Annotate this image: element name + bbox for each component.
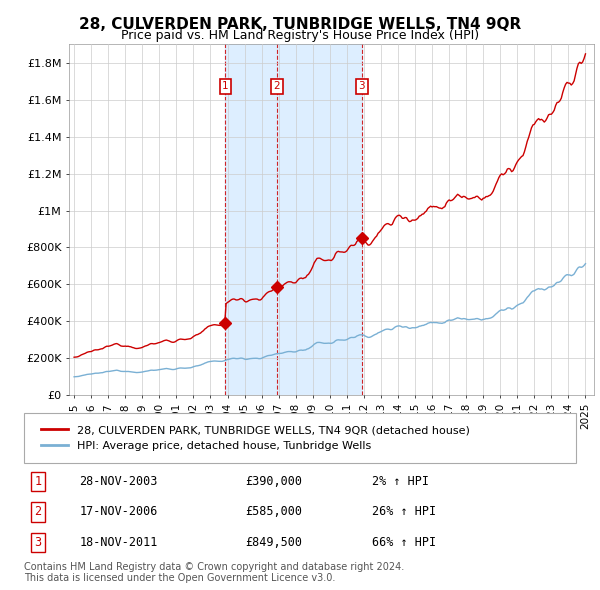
Text: 26% ↑ HPI: 26% ↑ HPI <box>372 505 436 519</box>
Text: £390,000: £390,000 <box>245 475 302 488</box>
Text: 1: 1 <box>34 475 41 488</box>
FancyBboxPatch shape <box>24 413 576 463</box>
Bar <box>226 44 277 395</box>
Text: Price paid vs. HM Land Registry's House Price Index (HPI): Price paid vs. HM Land Registry's House … <box>121 30 479 42</box>
Text: 28-NOV-2003: 28-NOV-2003 <box>79 475 158 488</box>
Text: 18-NOV-2011: 18-NOV-2011 <box>79 536 158 549</box>
Bar <box>277 44 362 395</box>
Text: 3: 3 <box>34 536 41 549</box>
Legend: 28, CULVERDEN PARK, TUNBRIDGE WELLS, TN4 9QR (detached house), HPI: Average pric: 28, CULVERDEN PARK, TUNBRIDGE WELLS, TN4… <box>35 419 476 457</box>
Text: £849,500: £849,500 <box>245 536 302 549</box>
Text: Contains HM Land Registry data © Crown copyright and database right 2024.
This d: Contains HM Land Registry data © Crown c… <box>24 562 404 584</box>
Text: 3: 3 <box>359 81 365 91</box>
Text: 1: 1 <box>222 81 229 91</box>
Text: £585,000: £585,000 <box>245 505 302 519</box>
Text: 17-NOV-2006: 17-NOV-2006 <box>79 505 158 519</box>
Text: 2: 2 <box>34 505 41 519</box>
Text: 66% ↑ HPI: 66% ↑ HPI <box>372 536 436 549</box>
Text: 2% ↑ HPI: 2% ↑ HPI <box>372 475 429 488</box>
Text: 2: 2 <box>274 81 280 91</box>
Text: 28, CULVERDEN PARK, TUNBRIDGE WELLS, TN4 9QR: 28, CULVERDEN PARK, TUNBRIDGE WELLS, TN4… <box>79 17 521 31</box>
